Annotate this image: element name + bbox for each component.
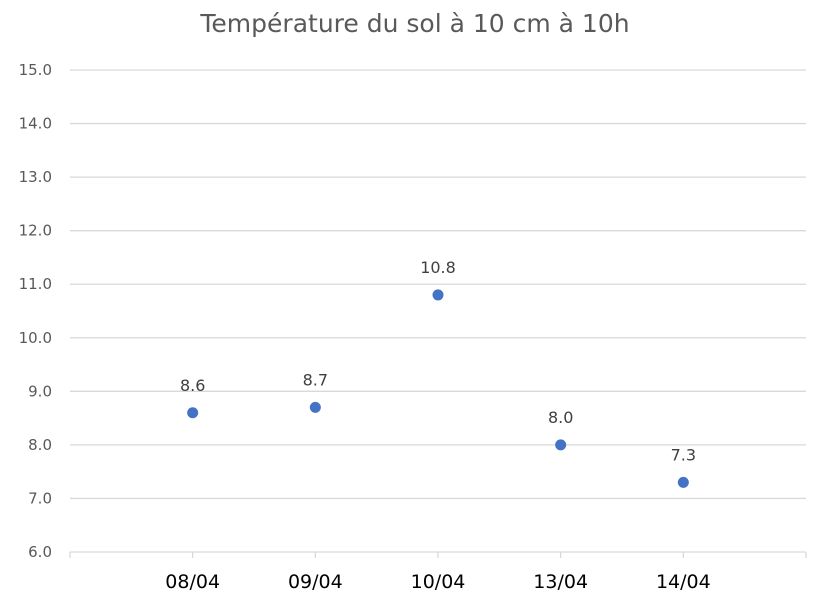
y-tick-label: 10.0: [19, 329, 52, 347]
data-point: [187, 407, 199, 419]
x-tick-label: 08/04: [165, 571, 220, 593]
y-tick-label: 8.0: [28, 436, 52, 454]
data-point: [432, 289, 444, 301]
data-label: 8.7: [303, 370, 328, 389]
data-label: 8.6: [180, 376, 205, 395]
x-tick-label: 14/04: [656, 571, 711, 593]
data-point: [677, 476, 689, 488]
y-tick-label: 7.0: [28, 489, 52, 507]
x-tick-label: 09/04: [288, 571, 343, 593]
x-tick-label: 10/04: [411, 571, 466, 593]
data-label: 7.3: [671, 445, 696, 464]
chart-title: Température du sol à 10 cm à 10h: [199, 9, 629, 38]
y-tick-label: 12.0: [19, 222, 52, 240]
y-tick-label: 14.0: [19, 115, 52, 133]
y-tick-label: 15.0: [19, 61, 52, 79]
y-tick-label: 9.0: [28, 382, 52, 400]
x-tick-label: 13/04: [533, 571, 588, 593]
y-tick-label: 6.0: [28, 543, 52, 561]
y-tick-label: 11.0: [19, 275, 52, 293]
data-label: 8.0: [548, 408, 573, 427]
data-point: [555, 439, 567, 451]
data-point: [309, 401, 321, 413]
y-tick-label: 13.0: [19, 168, 52, 186]
data-label: 10.8: [420, 258, 456, 277]
